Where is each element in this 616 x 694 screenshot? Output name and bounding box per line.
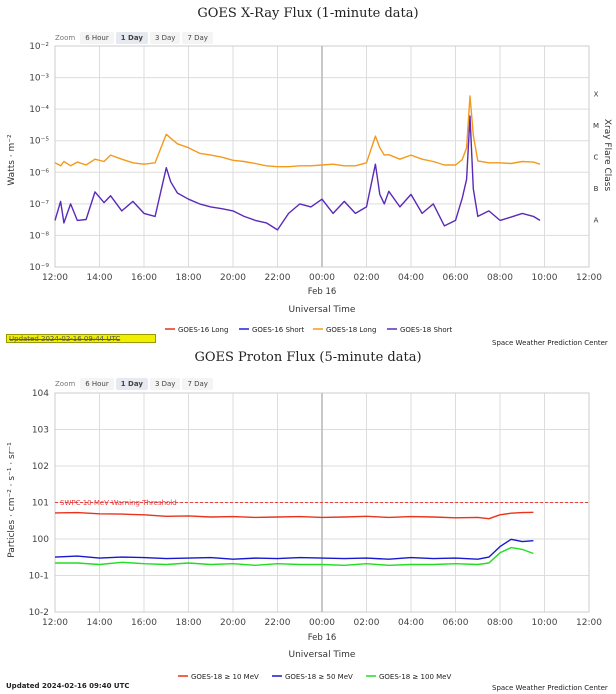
xray-date-label: Feb 16 [308,287,337,297]
proton-chart-title: GOES Proton Flux (5-minute data) [194,350,422,365]
proton-x-tick-label: 20:00 [220,618,246,628]
zoom-7day-button[interactable]: 7 Day [182,32,213,44]
xray-y-tick-label: 10⁻⁴ [29,105,49,115]
proton-x-tick-label: 10:00 [532,618,558,628]
proton-y-tick-label: 103 [32,426,49,436]
xray-y-tick-label: 10⁻⁶ [29,168,49,178]
proton-x-tick-label: 22:00 [265,618,291,628]
xray-y-tick-label: 10⁻⁵ [29,137,49,147]
zoom-6hour-button[interactable]: 6 Hour [80,32,114,44]
xray-x-tick-label: 08:00 [487,273,513,283]
zoom-label: Zoom [55,34,76,42]
proton-y-axis-label: Particles · cm⁻² · s⁻¹ · sr⁻¹ [7,442,17,558]
xray-credit: Space Weather Prediction Center [492,339,608,347]
proton-x-tick-label: 00:00 [309,618,335,628]
proton-y-tick-label: 10-2 [29,608,49,618]
proton-x-tick-label: 08:00 [487,618,513,628]
proton-x-tick-label: 06:00 [443,618,469,628]
xray-x-tick-label: 12:00 [576,273,602,283]
flare-class-letter: C [594,154,599,162]
proton-series-line-3 [55,546,534,566]
flare-class-letter: M [593,122,599,130]
proton-legend-item[interactable]: GOES-18 ≥ 100 MeV [379,673,451,681]
proton-x-tick-label: 04:00 [398,618,424,628]
xray-x-tick-label: 18:00 [176,273,202,283]
threshold-label: SWPC 10 MeV Warning Threshold [60,499,177,507]
proton-zoom-bar: Zoom 6 Hour 1 Day 3 Day 7 Day [55,378,213,390]
xray-y-tick-label: 10⁻⁸ [29,231,49,241]
proton-x-tick-label: 18:00 [176,618,202,628]
xray-zoom-bar: Zoom 6 Hour 1 Day 3 Day 7 Day [55,32,213,44]
zoom-1day-button[interactable]: 1 Day [115,32,148,44]
xray-flux-chart: 10⁻² 10⁻³ 10⁻⁴ 10⁻⁵ 10⁻⁶ 10⁻⁷ 10⁻⁸ 10⁻⁹ 12:00 14… [7,42,612,334]
xray-x-tick-label: 22:00 [265,273,291,283]
xray-y-tick-label: 10⁻⁷ [29,200,49,210]
proton-x-tick-label: 16:00 [131,618,157,628]
proton-credit: Space Weather Prediction Center [492,684,608,692]
flare-class-letter: X [594,90,599,98]
xray-x-tick-label: 10:00 [532,273,558,283]
zoom-3day-button[interactable]: 3 Day [149,378,181,390]
xray-x-tick-label: 04:00 [398,273,424,283]
proton-x-tick-label: 12:00 [42,618,68,628]
proton-series-line-1 [54,511,534,520]
proton-x-tick-label: 02:00 [354,618,380,628]
proton-series-line-2 [54,538,534,560]
proton-legend-item[interactable]: GOES-18 ≥ 10 MeV [191,673,259,681]
flare-class-letter: A [594,217,599,225]
xray-x-tick-label: 14:00 [87,273,113,283]
xray-x-tick-label: 06:00 [443,273,469,283]
proton-y-tick-label: 100 [32,535,49,545]
proton-date-label: Feb 16 [308,633,337,643]
proton-y-tick-label: 101 [32,499,49,509]
zoom-3day-button[interactable]: 3 Day [149,32,181,44]
xray-x-tick-label: 02:00 [354,273,380,283]
proton-x-tick-label: 12:00 [576,618,602,628]
xray-y-tick-label: 10⁻⁹ [29,263,49,273]
xray-x-axis-label: Universal Time [289,305,356,315]
xray-chart-title: GOES X-Ray Flux (1-minute data) [197,6,419,21]
xray-y-tick-label: 10⁻³ [29,74,49,84]
proton-y-tick-label: 10-1 [29,572,49,582]
proton-x-axis-label: Universal Time [289,650,356,660]
xray-legend-item[interactable]: GOES-18 Short [400,326,452,334]
zoom-7day-button[interactable]: 7 Day [182,378,213,390]
xray-legend-item[interactable]: GOES-16 Short [252,326,304,334]
xray-x-tick-label: 00:00 [309,273,335,283]
xray-y-axis-label: Watts · m⁻² [7,134,17,186]
proton-plot-frame [54,392,590,613]
proton-y-tick-label: 104 [32,389,49,399]
zoom-1day-button[interactable]: 1 Day [115,378,148,390]
xray-x-tick-label: 12:00 [42,273,68,283]
zoom-label: Zoom [55,380,76,388]
xray-x-tick-label: 20:00 [220,273,246,283]
xray-series-line-1 [54,95,541,168]
proton-y-tick-label: 102 [32,462,49,472]
xray-flare-class-label: Xray Flare Class [602,119,612,192]
proton-legend-item[interactable]: GOES-18 ≥ 50 MeV [285,673,353,681]
xray-x-tick-label: 16:00 [131,273,157,283]
zoom-6hour-button[interactable]: 6 Hour [80,378,114,390]
xray-legend-item[interactable]: GOES-16 Long [178,326,228,334]
flare-class-letter: B [594,185,599,193]
xray-series-line-2 [54,115,541,231]
xray-legend-item[interactable]: GOES-18 Long [326,326,376,334]
proton-updated-timestamp: Updated 2024-02-16 09:40 UTC [6,682,130,690]
xray-y-tick-label: 10⁻² [29,42,49,52]
proton-x-tick-label: 14:00 [87,618,113,628]
xray-updated-timestamp: Updated 2024-02-16 09:44 UTC [6,334,156,343]
